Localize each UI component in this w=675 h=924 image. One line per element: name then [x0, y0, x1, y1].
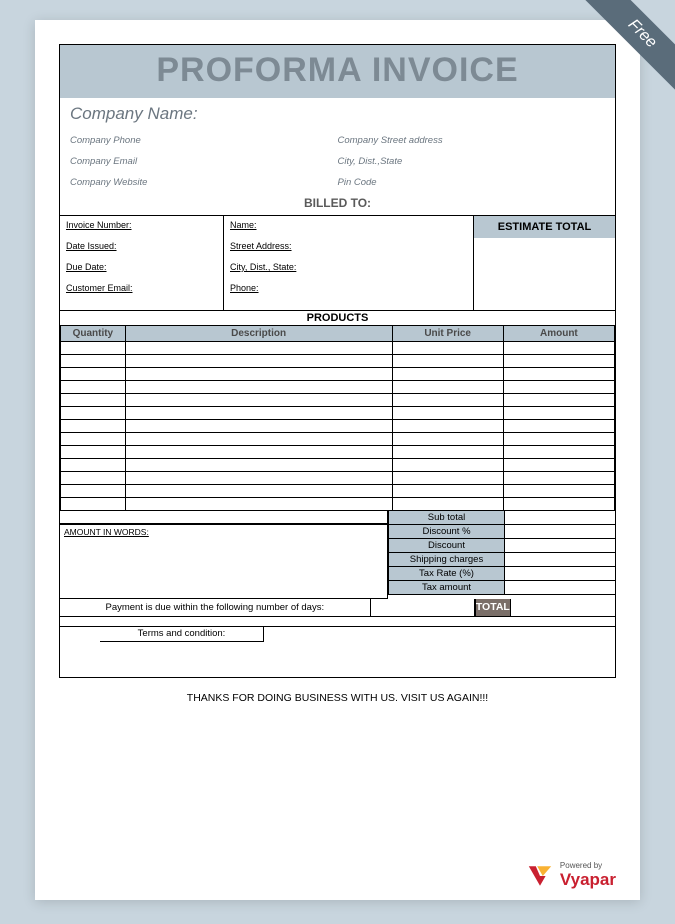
document-frame: PROFORMA INVOICE Company Name: Company P… — [59, 44, 616, 678]
summary-row: Sub total — [388, 511, 615, 525]
summary-value — [505, 581, 615, 594]
invoice-meta-cell: Invoice Number: Date Issued: Due Date: C… — [60, 216, 224, 310]
customer-email-label: Customer Email: — [66, 283, 217, 293]
vyapar-logo-icon — [526, 862, 554, 890]
summary-row: Tax Rate (%) — [388, 567, 615, 581]
payment-note-row: Payment is due within the following numb… — [60, 599, 615, 617]
products-table: Quantity Description Unit Price Amount — [60, 325, 615, 511]
table-row — [61, 368, 615, 381]
company-section: Company Name: Company Phone Company Emai… — [60, 98, 615, 215]
company-street-label: Company Street address — [338, 130, 606, 151]
terms-label: Terms and condition: — [100, 627, 264, 642]
col-quantity-header: Quantity — [61, 326, 126, 342]
customer-city-label: City, Dist., State: — [230, 262, 467, 272]
company-right-col: Company Street address City, Dist.,State… — [338, 130, 606, 193]
billed-to-header: BILLED TO: — [70, 193, 605, 213]
title-bar: PROFORMA INVOICE — [60, 45, 615, 98]
table-row — [61, 446, 615, 459]
estimate-total-header: ESTIMATE TOTAL — [474, 216, 615, 238]
summary-value — [505, 525, 615, 538]
col-description-header: Description — [125, 326, 392, 342]
table-row — [61, 420, 615, 433]
thanks-message: THANKS FOR DOING BUSINESS WITH US. VISIT… — [59, 692, 616, 704]
payment-days-cell — [371, 599, 475, 616]
document-title: PROFORMA INVOICE — [60, 51, 615, 90]
summary-right: Sub totalDiscount %DiscountShipping char… — [388, 511, 615, 599]
summary-label: Sub total — [388, 511, 505, 524]
company-city-label: City, Dist.,State — [338, 151, 606, 172]
summary-row: Tax amount — [388, 581, 615, 595]
table-row — [61, 433, 615, 446]
customer-phone-label: Phone: — [230, 283, 467, 293]
summary-label: Tax Rate (%) — [388, 567, 505, 580]
table-row — [61, 394, 615, 407]
table-row — [61, 355, 615, 368]
estimate-total-cell: ESTIMATE TOTAL — [474, 216, 615, 310]
spacer-row — [60, 617, 615, 627]
brand-name: Vyapar — [560, 870, 616, 890]
total-label: TOTAL — [475, 599, 511, 616]
summary-value — [505, 567, 615, 580]
table-row — [61, 342, 615, 355]
company-website-label: Company Website — [70, 172, 338, 193]
customer-info-cell: Name: Street Address: City, Dist., State… — [224, 216, 474, 310]
summary-row: Shipping charges — [388, 553, 615, 567]
customer-name-label: Name: — [230, 220, 467, 230]
table-row — [61, 485, 615, 498]
company-name-label: Company Name: — [70, 104, 605, 124]
summary-row: Discount % — [388, 525, 615, 539]
total-value — [511, 599, 615, 616]
invoice-page: PROFORMA INVOICE Company Name: Company P… — [35, 20, 640, 900]
summary-label: Shipping charges — [388, 553, 505, 566]
amount-in-words-label: AMOUNT IN WORDS: — [60, 524, 387, 539]
summary-value — [505, 511, 615, 524]
summary-row: Discount — [388, 539, 615, 553]
table-row — [61, 472, 615, 485]
estimate-total-value — [474, 238, 615, 310]
date-issued-label: Date Issued: — [66, 241, 217, 251]
due-date-label: Due Date: — [66, 262, 217, 272]
summary-section: AMOUNT IN WORDS: Sub totalDiscount %Disc… — [60, 511, 615, 599]
summary-label: Discount % — [388, 525, 505, 538]
payment-note-text: Payment is due within the following numb… — [60, 599, 371, 616]
company-left-col: Company Phone Company Email Company Webs… — [70, 130, 338, 193]
col-unit-price-header: Unit Price — [392, 326, 503, 342]
summary-label: Discount — [388, 539, 505, 552]
summary-value — [505, 539, 615, 552]
products-section-header: PRODUCTS — [60, 310, 615, 325]
col-amount-header: Amount — [503, 326, 614, 342]
terms-section: Terms and condition: — [60, 627, 615, 677]
company-pin-label: Pin Code — [338, 172, 606, 193]
summary-label: Tax amount — [388, 581, 505, 594]
table-row — [61, 459, 615, 472]
customer-street-label: Street Address: — [230, 241, 467, 251]
summary-left: AMOUNT IN WORDS: — [60, 511, 388, 599]
billing-info-row: Invoice Number: Date Issued: Due Date: C… — [60, 215, 615, 310]
powered-by-label: Powered by — [560, 861, 616, 870]
summary-value — [505, 553, 615, 566]
company-phone-label: Company Phone — [70, 130, 338, 151]
amount-in-words-box — [60, 539, 387, 599]
table-row — [61, 381, 615, 394]
company-email-label: Company Email — [70, 151, 338, 172]
invoice-number-label: Invoice Number: — [66, 220, 217, 230]
table-row — [61, 407, 615, 420]
footer-brand: Powered by Vyapar — [526, 861, 616, 890]
table-row — [61, 498, 615, 511]
